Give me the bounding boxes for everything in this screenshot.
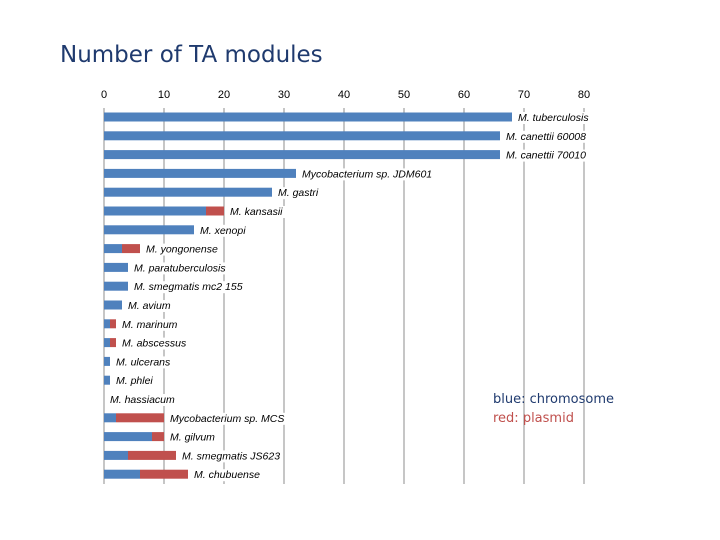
category-label: M. smegmatis mc2 155 [134,281,243,293]
bar-chromosome [104,131,500,141]
label-background [168,412,287,425]
bar-plasmid [140,469,188,479]
x-tick-label: 70 [518,89,530,101]
category-label: M. tuberculosis [518,112,589,124]
label-background [300,168,435,181]
category-label: M. abscessus [122,338,187,350]
bar-chromosome [104,112,512,122]
label-background [504,130,589,143]
category-label: M. canettii 60008 [506,131,586,143]
bar-chromosome [104,281,128,291]
bar-chromosome [104,225,194,235]
category-label: Mycobacterium sp. MCS [170,413,284,425]
label-background [132,262,229,275]
x-tick-label: 60 [458,89,470,101]
bar-plasmid [116,413,164,423]
category-label: M. kansasii [230,206,283,218]
bar-chromosome [104,356,110,366]
label-background [120,337,189,350]
bar-chromosome [104,187,272,197]
chart-title: Number of TA modules [60,42,323,68]
label-background [120,318,180,331]
x-tick-label: 20 [218,89,230,101]
bar-plasmid [122,244,140,254]
bar-chromosome [104,450,128,460]
x-tick-label: 50 [398,89,410,101]
x-tick-label: 40 [338,89,350,101]
bar-chromosome [104,206,206,216]
category-label: M. smegmatis JS623 [182,450,280,462]
label-background [180,450,283,463]
label-background [504,149,589,162]
bar-plasmid [206,206,224,216]
x-tick-label: 0 [101,89,107,101]
legend-chromosome: blue: chromosome [493,392,615,407]
category-label: M. marinum [122,319,178,331]
label-background [132,281,245,294]
label-background [168,431,218,444]
bar-chromosome [104,432,152,442]
bar-plasmid [110,319,116,329]
label-background [276,187,321,200]
bar-chromosome [104,244,122,254]
label-background [108,394,178,406]
bar-chromosome [104,319,110,329]
legend-plasmid: red: plasmid [493,411,574,426]
category-label: M. xenopi [200,225,246,237]
category-label: Mycobacterium sp. JDM601 [302,168,432,180]
bar-chromosome [104,413,116,423]
label-background [198,224,249,237]
bar-plasmid [128,450,176,460]
x-tick-label: 80 [578,89,590,101]
label-background [114,375,156,388]
category-label: M. gilvum [170,432,215,444]
label-background [516,112,592,124]
category-label: M. yongonense [146,244,218,256]
bar-chromosome [104,338,110,348]
category-label: M. gastri [278,187,319,199]
category-label: M. ulcerans [116,356,171,368]
x-tick-label: 30 [278,89,290,101]
bar-chromosome [104,300,122,310]
bar-plasmid [152,432,164,442]
bar-chromosome [104,375,110,385]
category-label: M. phlei [116,375,153,387]
label-background [192,469,263,482]
legend: blue: chromosome red: plasmid [493,390,614,428]
category-label: M. paratuberculosis [134,262,226,274]
bar-plasmid [110,338,116,348]
bar-chromosome [104,262,128,272]
label-background [228,206,286,218]
x-tick-label: 10 [158,89,170,101]
label-background [114,356,174,369]
bar-chromosome [104,168,296,178]
category-label: M. avium [128,300,171,312]
bar-chromosome [104,469,140,479]
bar-chromosome [104,150,500,160]
category-label: M. chubuense [194,469,260,481]
label-background [144,243,220,256]
category-label: M. hassiacum [110,394,175,406]
label-background [126,300,173,312]
category-label: M. canettii 70010 [506,150,586,162]
